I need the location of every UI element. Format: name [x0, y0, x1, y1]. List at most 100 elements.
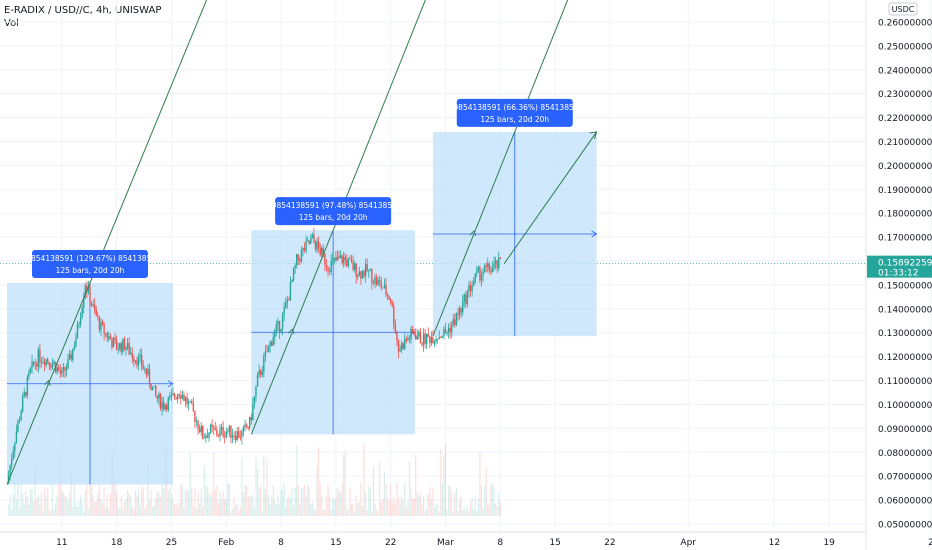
volume-bar	[444, 443, 447, 516]
volume-bar	[42, 510, 44, 516]
candle-body	[389, 299, 392, 303]
volume-bar	[358, 501, 360, 516]
candle-body	[266, 351, 268, 353]
price-tick-label: 0.0900000000	[878, 425, 932, 435]
volume-bar	[133, 509, 135, 516]
volume-bar	[54, 502, 57, 516]
candle-body	[452, 319, 455, 325]
volume-bar	[278, 504, 281, 516]
candle-body	[145, 368, 148, 375]
candle-body	[158, 393, 160, 399]
candle-body	[195, 420, 198, 422]
candle-body	[360, 271, 362, 279]
candle-body	[316, 241, 318, 250]
volume-bar	[40, 492, 43, 516]
candle-body	[21, 396, 24, 412]
candle-body	[493, 263, 495, 268]
volume-bar	[134, 490, 137, 516]
volume-bar	[487, 504, 489, 516]
volume-bar	[89, 483, 91, 516]
volume-bar	[480, 485, 483, 516]
candle-body	[62, 366, 65, 371]
candle-body	[371, 269, 373, 284]
volume-bar	[455, 488, 458, 516]
volume-bar	[217, 503, 220, 516]
volume-bar	[411, 498, 414, 516]
candle-body	[471, 286, 473, 292]
volume-label: Vol	[4, 18, 19, 29]
candle-body	[349, 258, 351, 260]
candle-body	[83, 297, 85, 308]
volume-bar	[283, 483, 285, 516]
candle-body	[64, 366, 66, 371]
volume-bar	[231, 509, 234, 516]
volume-bar	[65, 496, 68, 516]
candle-body	[230, 425, 232, 438]
volume-bar	[498, 492, 500, 516]
volume-bar	[56, 495, 58, 516]
candle-body	[249, 416, 251, 428]
volume-bar	[328, 494, 331, 516]
candle-body	[458, 308, 461, 316]
time-tick-label: 15	[330, 538, 341, 548]
candle-body	[192, 403, 195, 412]
volume-bar	[446, 509, 448, 516]
volume-bar	[173, 504, 176, 516]
candle-body	[363, 271, 365, 277]
time-tick-label: 8	[497, 538, 503, 548]
candle-body	[234, 436, 237, 440]
candle-body	[339, 255, 342, 259]
symbol-title: E-RADIX / USD//C, 4h, UNISWAP	[4, 5, 162, 16]
candle-body	[29, 367, 32, 373]
volume-bar	[275, 504, 277, 516]
volume-bar	[377, 511, 379, 516]
candle-body	[432, 337, 434, 344]
candle-body	[462, 301, 464, 313]
candle-body	[451, 324, 453, 333]
volume-bar	[491, 484, 494, 516]
volume-bar	[33, 501, 35, 516]
volume-bar	[219, 491, 221, 516]
candle-body	[413, 332, 415, 335]
volume-bar	[344, 449, 346, 516]
candle-body	[483, 265, 486, 273]
price-tick-label: 0.2400000000	[878, 66, 932, 76]
volume-bar	[9, 494, 11, 516]
candle-body	[219, 429, 221, 437]
candle-body	[117, 349, 119, 351]
candle-body	[433, 341, 436, 344]
candle-body	[153, 385, 155, 387]
volume-bar	[208, 492, 210, 516]
candle-body	[181, 394, 184, 399]
volume-bar	[441, 483, 443, 516]
volume-bar	[252, 493, 254, 516]
volume-bar	[494, 503, 497, 516]
candle-body	[336, 256, 339, 261]
candle-body	[294, 265, 296, 269]
candle-body	[161, 401, 163, 409]
volume-bar	[153, 505, 155, 516]
volume-bar	[325, 497, 328, 516]
volume-bar	[311, 501, 313, 516]
candle-body	[330, 260, 332, 272]
volume-bar	[379, 461, 381, 516]
volume-bar	[220, 499, 223, 516]
volume-bar	[332, 497, 334, 516]
volume-bar	[435, 502, 437, 516]
volume-bar	[397, 497, 400, 516]
candle-body	[449, 327, 451, 333]
volume-bar	[155, 497, 157, 516]
candle-body	[496, 260, 498, 269]
volume-bar	[466, 505, 469, 516]
volume-bar	[58, 485, 60, 516]
candle-body	[142, 365, 144, 369]
candle-body	[313, 234, 315, 242]
candle-body	[303, 248, 306, 251]
measure-label-line2: 125 bars, 20d 20h	[480, 115, 549, 124]
volume-bar	[451, 492, 453, 516]
volume-bar	[316, 465, 318, 516]
candle-body	[421, 342, 423, 345]
candle-body	[120, 343, 123, 353]
candle-body	[238, 431, 240, 438]
